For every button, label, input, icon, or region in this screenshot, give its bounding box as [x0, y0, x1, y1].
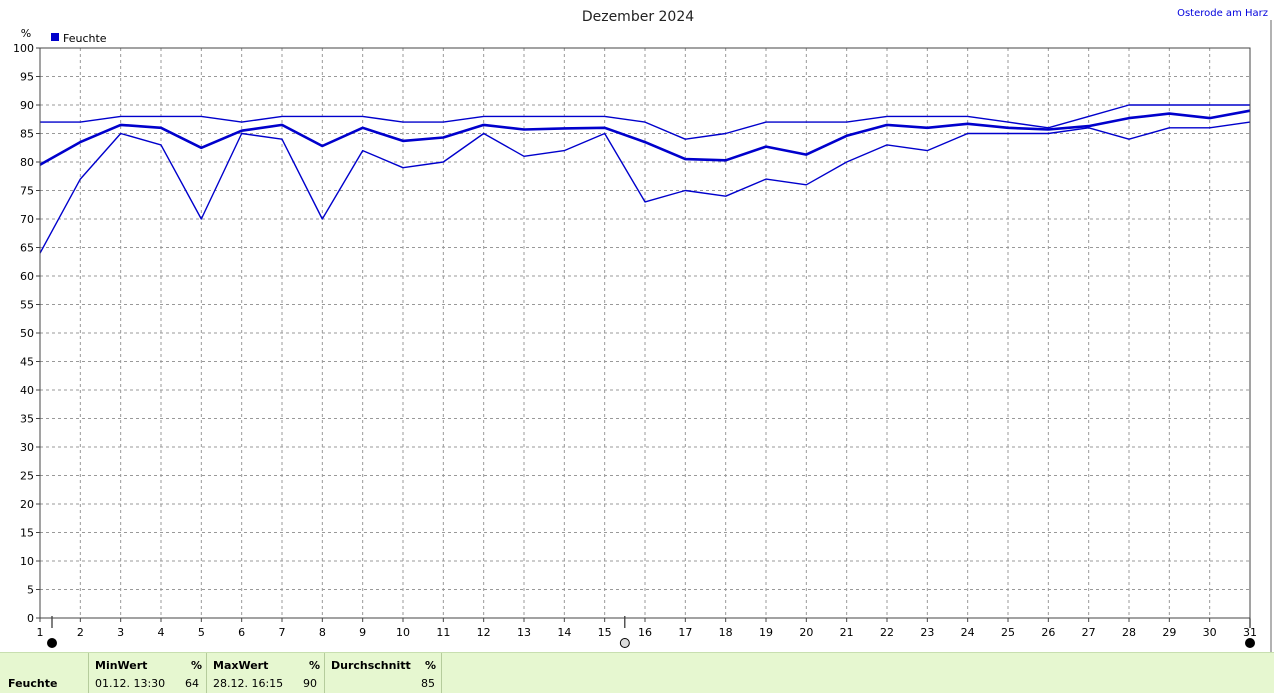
x-tick-label: 26: [1041, 626, 1055, 639]
y-tick-label: 10: [20, 555, 34, 568]
x-tick-label: 20: [799, 626, 813, 639]
humidity-chart: Dezember 2024 Osterode am Harz % Feuchte…: [13, 8, 1272, 652]
filled-marker-handle[interactable]: [47, 638, 57, 648]
filled-marker-handle[interactable]: [1245, 638, 1255, 648]
y-tick-label: 65: [20, 242, 34, 255]
x-tick-label: 27: [1082, 626, 1096, 639]
y-axis: 0 5 10 15 20 25 30 35 40 45 50 55 60 65 70 75 80 85 90 95 10…: [13, 42, 40, 625]
x-tick-label: 29: [1162, 626, 1176, 639]
y-tick-label: 95: [20, 71, 34, 84]
avg-column: Durchschnitt % 85: [324, 653, 442, 693]
y-tick-label: 25: [20, 470, 34, 483]
min-time: 01.12. 13:30: [95, 677, 166, 690]
y-tick-label: 45: [20, 356, 34, 369]
x-tick-label: 11: [436, 626, 450, 639]
max-header: MaxWert: [213, 659, 269, 672]
series-line-mean: [39, 109, 1251, 166]
y-tick-label: 75: [20, 185, 34, 198]
open-marker-handle[interactable]: [619, 638, 630, 648]
max-value: 90: [303, 677, 317, 690]
x-tick-label: 3: [117, 626, 124, 639]
plot-frame: [39, 47, 1251, 619]
y-tick-label: 90: [20, 99, 34, 112]
x-tick-label: 18: [719, 626, 733, 639]
x-tick-label: 1: [37, 626, 44, 639]
avg-header: Durchschnitt: [331, 659, 411, 672]
y-tick-label: 100: [13, 42, 34, 55]
legend: Feuchte: [51, 32, 107, 45]
max-time: 28.12. 16:15: [213, 677, 284, 690]
x-tick-label: 5: [198, 626, 205, 639]
x-tick-label: 24: [961, 626, 975, 639]
y-tick-label: 85: [20, 128, 34, 141]
max-column: MaxWert % 28.12. 16:15 90: [206, 653, 325, 693]
x-tick-label: 9: [359, 626, 366, 639]
series-line-min: [39, 121, 1251, 254]
x-tick-label: 13: [517, 626, 531, 639]
avg-value: 85: [421, 677, 435, 690]
x-tick-label: 14: [557, 626, 571, 639]
avg-unit: %: [425, 659, 437, 672]
stats-end-divider: [441, 653, 442, 693]
x-tick-label: 28: [1122, 626, 1136, 639]
y-tick-label: 50: [20, 327, 34, 340]
x-tick-label: 12: [477, 626, 491, 639]
x-tick-label: 6: [238, 626, 245, 639]
y-axis-unit: %: [21, 27, 31, 40]
y-tick-label: 35: [20, 413, 34, 426]
x-tick-label: 22: [880, 626, 894, 639]
x-tick-label: 19: [759, 626, 773, 639]
series-lines: [39, 104, 1251, 254]
y-tick-label: 30: [20, 441, 34, 454]
min-unit: %: [191, 659, 203, 672]
x-axis-markers[interactable]: [47, 616, 1255, 648]
legend-swatch: [51, 33, 59, 41]
x-tick-label: 21: [840, 626, 854, 639]
y-tick-label: 15: [20, 527, 34, 540]
y-tick-label: 60: [20, 270, 34, 283]
x-tick-label: 25: [1001, 626, 1015, 639]
x-tick-label: 4: [158, 626, 165, 639]
chart-title: Dezember 2024: [582, 9, 694, 25]
max-unit: %: [309, 659, 321, 672]
min-value: 64: [185, 677, 199, 690]
location-label[interactable]: Osterode am Harz: [1177, 8, 1268, 19]
x-tick-label: 8: [319, 626, 326, 639]
x-tick-label: 17: [678, 626, 692, 639]
y-tick-label: 70: [20, 213, 34, 226]
x-tick-label: 15: [598, 626, 612, 639]
y-tick-label: 40: [20, 384, 34, 397]
grid: [40, 48, 1250, 618]
y-tick-label: 80: [20, 156, 34, 169]
y-tick-label: 5: [27, 584, 34, 597]
min-header: MinWert: [95, 659, 148, 672]
y-tick-label: 0: [27, 612, 34, 625]
x-axis: 1 2 3 4 5 6 7 8 9 10 11 12 13 14 15 16 17 18 19 20 21 22 23 24 2…: [37, 618, 1257, 639]
y-tick-label: 55: [20, 299, 34, 312]
x-tick-label: 7: [279, 626, 286, 639]
statistics-panel: Feuchte MinWert % 01.12. 13:30 64 MaxWer…: [0, 652, 1274, 693]
y-tick-label: 20: [20, 498, 34, 511]
series-line-max: [40, 104, 1250, 140]
x-tick-label: 30: [1203, 626, 1217, 639]
x-tick-label: 16: [638, 626, 652, 639]
min-column: MinWert % 01.12. 13:30 64: [88, 653, 207, 693]
legend-label: Feuchte: [63, 32, 107, 45]
x-tick-label: 31: [1243, 626, 1257, 639]
stats-series-label: Feuchte: [8, 677, 58, 690]
x-tick-label: 23: [920, 626, 934, 639]
x-tick-label: 10: [396, 626, 410, 639]
x-tick-label: 2: [77, 626, 84, 639]
